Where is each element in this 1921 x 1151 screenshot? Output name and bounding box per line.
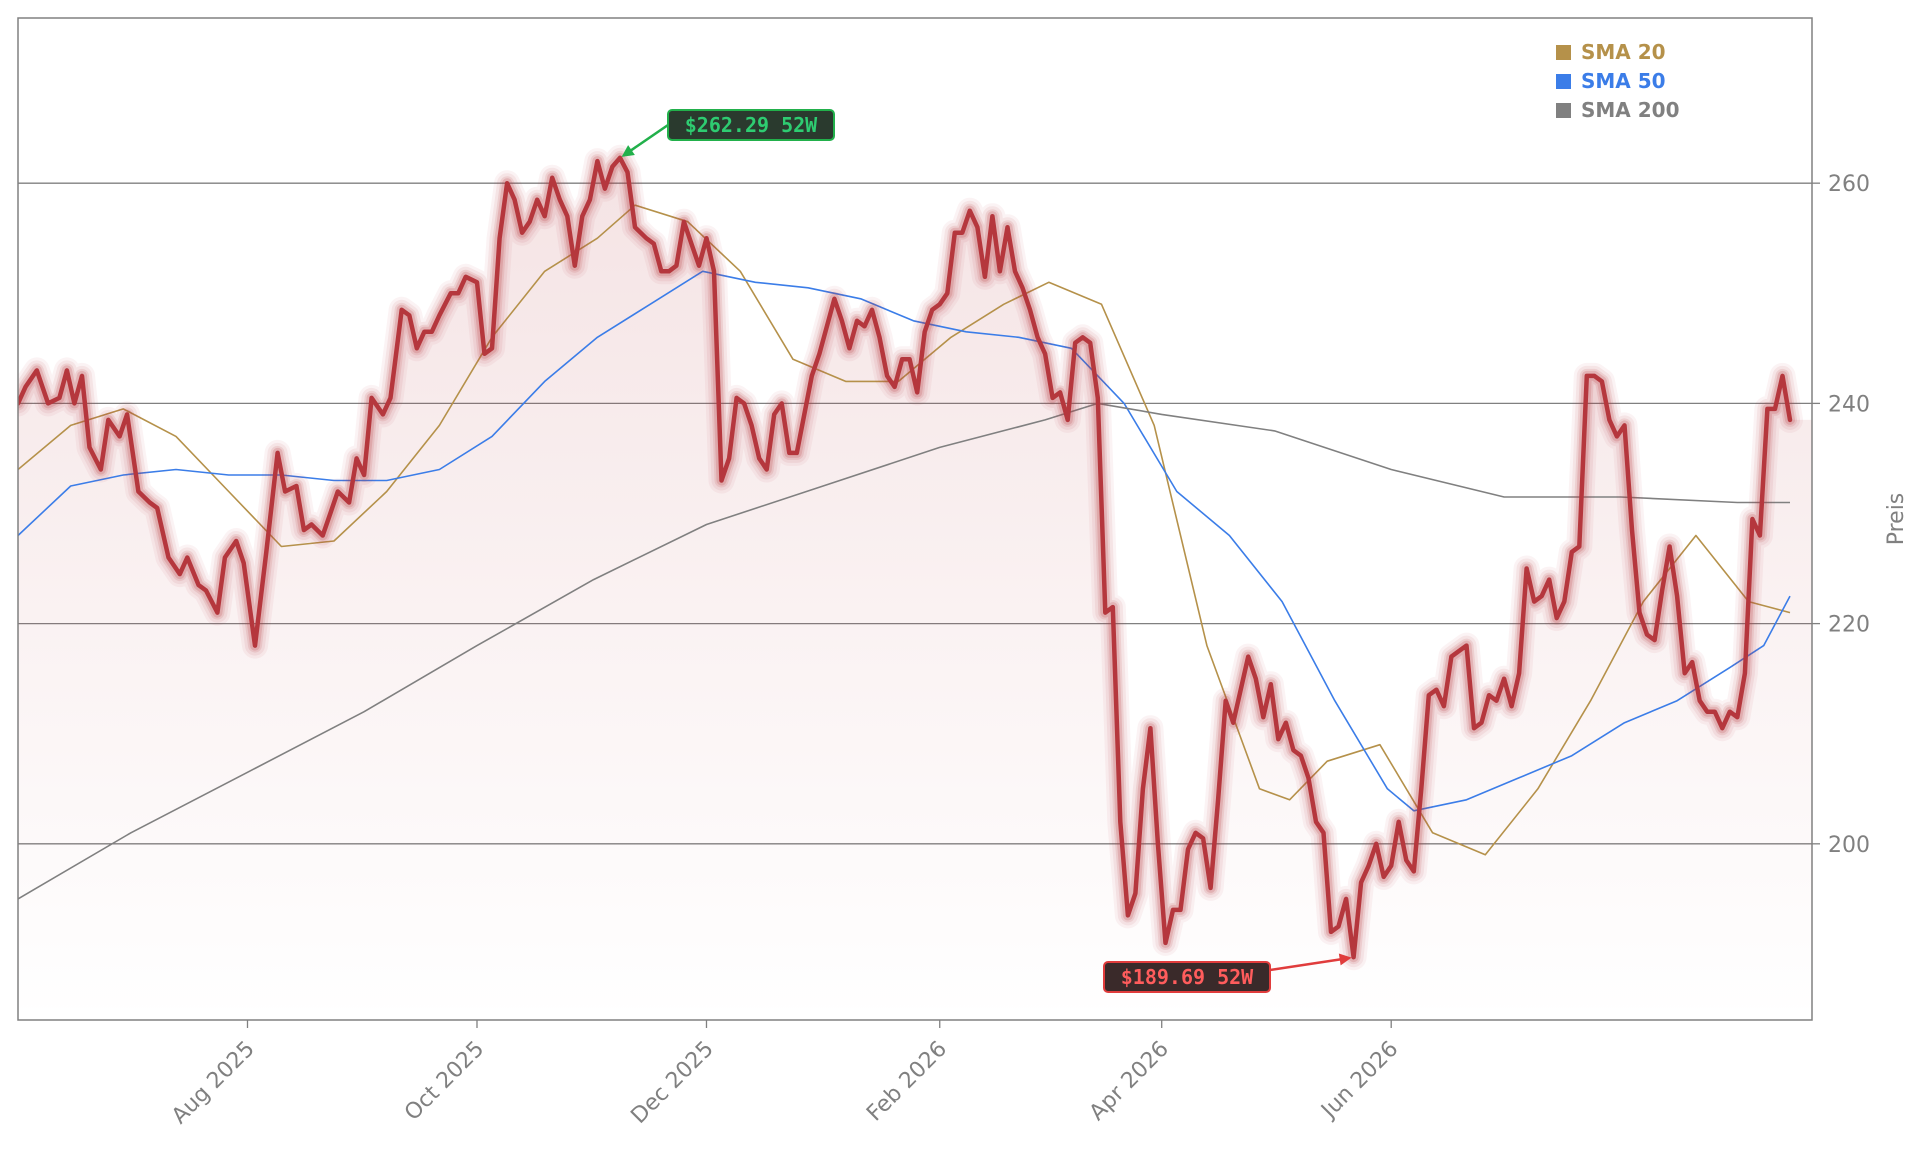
y-tick-label: 240 — [1828, 392, 1870, 417]
y-axis-title: Preis — [1884, 493, 1909, 546]
annotation-arrow-line — [627, 123, 669, 154]
price-area — [18, 157, 1812, 1020]
annotation-arrow-head — [621, 145, 635, 157]
annotations: $262.29 52W $189.69 52W — [621, 109, 1352, 993]
series-line-sma-200 — [18, 402, 1790, 900]
y-tick-label: 260 — [1828, 172, 1870, 197]
annotation-arrow-line — [1269, 957, 1344, 972]
x-tick-label: Oct 2025 — [400, 1037, 489, 1126]
plot-frame — [17, 17, 1813, 1021]
price-line — [18, 155, 1793, 960]
legend-swatch — [1556, 74, 1571, 89]
annotation-label: $189.69 52W — [1121, 965, 1254, 989]
annotation-box — [667, 109, 835, 141]
x-tick-label: Apr 2026 — [1085, 1037, 1174, 1126]
legend-swatch — [1556, 45, 1571, 60]
annotation-box — [1103, 961, 1271, 993]
x-tick-label: Feb 2026 — [862, 1037, 952, 1127]
legend-label: SMA 200 — [1581, 98, 1680, 122]
y-axis: 200 220 240 260 — [1812, 172, 1870, 858]
x-tick-label: Aug 2025 — [167, 1037, 260, 1130]
annotation-high: $262.29 52W — [621, 109, 835, 157]
legend: SMA 20 SMA 50 SMA 200 — [1556, 40, 1680, 122]
legend-label: SMA 50 — [1581, 69, 1666, 93]
legend-label: SMA 20 — [1581, 40, 1666, 64]
sma-lines — [18, 204, 1791, 900]
series-line-sma-50 — [18, 270, 1791, 812]
x-axis: Aug 2025 Oct 2025 Dec 2025 Feb 2026 Apr 2026… — [167, 1020, 1403, 1129]
x-tick-label: Jun 2026 — [1316, 1037, 1404, 1125]
price-area-fill — [18, 157, 1812, 1020]
annotation-low: $189.69 52W — [1103, 953, 1352, 993]
y-tick-label: 200 — [1828, 833, 1870, 858]
annotation-label: $262.29 52W — [685, 113, 818, 137]
annotation-arrow-head — [1338, 953, 1352, 966]
series-line-sma-20 — [18, 204, 1791, 856]
legend-swatch — [1556, 103, 1571, 118]
y-tick-label: 220 — [1828, 613, 1870, 638]
x-tick-label: Dec 2025 — [626, 1037, 718, 1129]
price-line-group — [18, 144, 1803, 971]
